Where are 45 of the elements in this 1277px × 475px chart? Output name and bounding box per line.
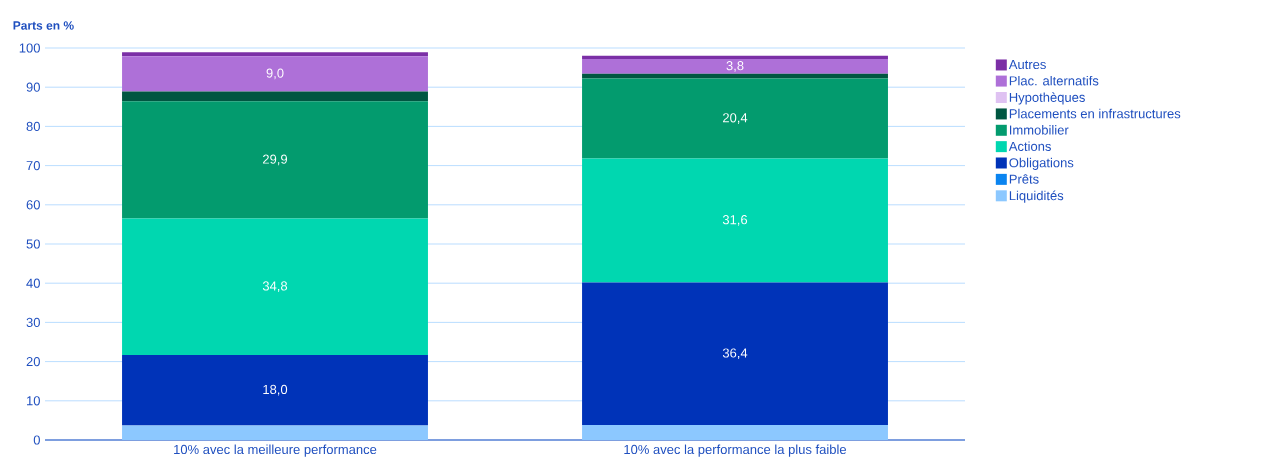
bar [122,52,428,57]
bar [122,425,428,440]
data-label: 18,0 [263,384,288,396]
y-tick-label: 40 [26,278,40,288]
data-label: 3,8 [726,61,744,72]
x-tick-label: 10% avec la meilleure performance [174,444,377,457]
y-tick-label: 70 [26,160,40,171]
legend-label: Liquidités [1009,190,1064,203]
data-label: 36,4 [722,348,748,360]
y-tick-label: 30 [26,317,40,327]
bar [122,91,428,102]
y-axis-title: Parts en % [13,21,74,30]
data-label: 31,6 [722,215,748,226]
legend-label: Immobilier [1010,125,1069,135]
x-tick-label: 10% avec la performance la plus faible [624,444,847,457]
legend-label: Actions [1008,141,1051,151]
data-label: 34,8 [262,281,288,293]
bar [122,218,428,355]
y-tick-label: 90 [26,82,40,92]
legend-label: Plac. alternatifs [1009,75,1099,86]
y-tick-label: 10 [26,396,40,406]
bar [582,158,888,283]
y-tick-label: 50 [26,239,40,249]
legend-label: Autres [1008,60,1046,70]
legend-label: Prêts [1009,174,1039,184]
bar [582,78,888,159]
bar [582,282,888,426]
y-tick-label: 60 [26,200,40,210]
bar [122,354,428,426]
y-tick-label: 0 [33,435,40,445]
legend-label: Hypothèques [1009,92,1085,105]
bar [122,56,428,92]
data-label: 29,9 [263,154,288,166]
bar [582,425,888,440]
bar [582,55,888,59]
y-tick-label: 80 [26,121,40,131]
bar [582,73,888,79]
data-label: 9,0 [266,68,284,80]
bar [582,58,888,74]
y-tick-label: 20 [26,356,40,367]
legend-label: Obligations [1009,157,1074,170]
y-tick-label: 100 [19,43,40,53]
data-label: 20,4 [723,113,748,124]
bar [122,101,428,219]
legend-label: Placements en infrastructures [1009,108,1181,119]
